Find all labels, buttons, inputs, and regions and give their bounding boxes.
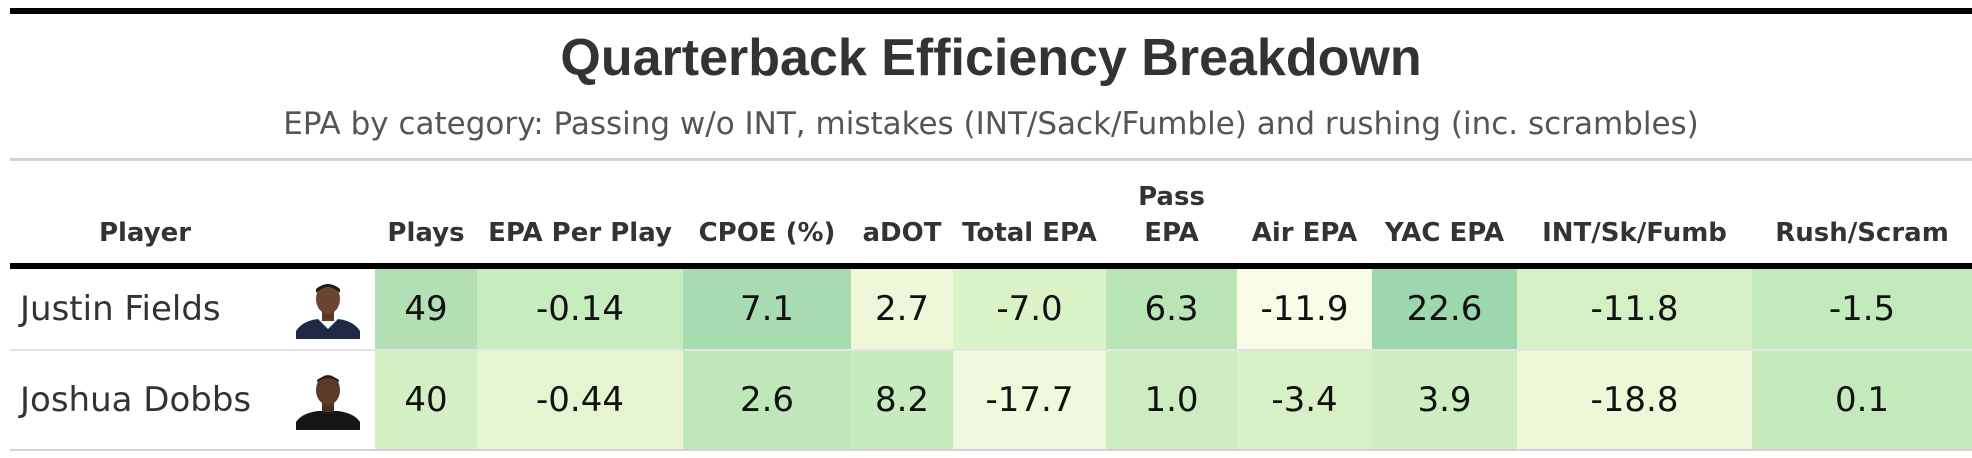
cell-yac-epa: 3.9 [1372, 350, 1517, 451]
cell-yac-epa: 22.6 [1372, 266, 1517, 351]
col-header-player: Player [98, 218, 192, 248]
col-header-air-epa: Air EPA [1251, 218, 1358, 248]
cell-rush-scram: 0.1 [1752, 350, 1972, 451]
cell-rush-scram: -1.5 [1752, 266, 1972, 351]
top-rule [10, 8, 1972, 14]
player-name: Justin Fields [10, 266, 280, 351]
cell-plays: 40 [375, 350, 477, 451]
col-header-yac-epa: YAC EPA [1384, 218, 1505, 248]
col-header-int-sk-fumb: INT/Sk/Fumb [1542, 218, 1727, 248]
cell-air-epa: -3.4 [1237, 350, 1372, 451]
cell-plays: 49 [375, 266, 477, 351]
player-name: Joshua Dobbs [10, 350, 280, 451]
cell-total-epa: -7.0 [953, 266, 1106, 351]
header-top-rule [10, 158, 1972, 161]
col-header-adot: aDOT [862, 218, 942, 248]
cell-pass-epa: 6.3 [1106, 266, 1237, 351]
cell-epa-per-play: -0.44 [477, 350, 683, 451]
table-row: Joshua Dobbs 40 -0.44 2.6 8.2 -17.7 1.0 … [10, 350, 1972, 451]
col-header-plays: Plays [387, 218, 465, 248]
col-header-headshot [280, 161, 375, 266]
table-row: Justin Fields 49 -0.14 7.1 2.7 -7.0 6.3 … [10, 266, 1972, 351]
cell-int-sk-fumb: -11.8 [1517, 266, 1752, 351]
cell-cpoe: 7.1 [683, 266, 851, 351]
cell-air-epa: -11.9 [1237, 266, 1372, 351]
cell-int-sk-fumb: -18.8 [1517, 350, 1752, 451]
cell-adot: 2.7 [851, 266, 953, 351]
col-header-rush-scram: Rush/Scram [1775, 218, 1949, 248]
player-headshot-icon [280, 266, 375, 351]
col-header-cpoe: CPOE (%) [698, 218, 836, 248]
table-subtitle: EPA by category: Passing w/o INT, mistak… [283, 106, 1699, 142]
cell-epa-per-play: -0.14 [477, 266, 683, 351]
col-header-total-epa: Total EPA [962, 218, 1097, 248]
player-headshot-icon [280, 350, 375, 451]
col-header-epa-per-play: EPA Per Play [488, 218, 672, 248]
table-title: Quarterback Efficiency Breakdown [560, 29, 1422, 87]
cell-cpoe: 2.6 [683, 350, 851, 451]
cell-total-epa: -17.7 [953, 350, 1106, 451]
header-row: Player Plays EPA Per Play CPOE (%) aDOT … [10, 161, 1972, 266]
col-header-pass-epa: Pass EPA [1138, 182, 1205, 248]
cell-pass-epa: 1.0 [1106, 350, 1237, 451]
cell-adot: 8.2 [851, 350, 953, 451]
qb-efficiency-table: Player Plays EPA Per Play CPOE (%) aDOT … [10, 161, 1972, 451]
table-bottom-rule [10, 449, 1972, 451]
